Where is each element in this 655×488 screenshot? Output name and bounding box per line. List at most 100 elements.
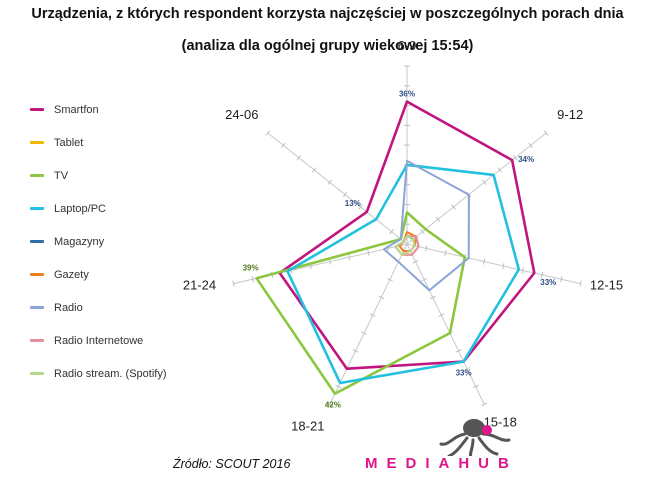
axis-tick [412, 260, 419, 264]
axis-tick [386, 277, 393, 282]
octopus-icon [439, 419, 511, 456]
data-label: 42% [325, 401, 341, 410]
axis-spoke [267, 132, 408, 245]
category-label: 9-12 [557, 107, 583, 122]
legend-item: Smartfon [30, 93, 230, 126]
axis-tick [327, 179, 332, 186]
legend-swatch [30, 339, 44, 342]
axis-tick [296, 155, 302, 161]
legend-item: Radio [30, 291, 230, 324]
category-label: 6-9 [398, 38, 417, 53]
category-label: 24-06 [225, 107, 258, 122]
legend-swatch [30, 240, 44, 243]
legend-swatch [30, 306, 44, 309]
axis-tick [251, 276, 254, 283]
axis-tick [472, 384, 479, 389]
axis-tick [464, 366, 470, 371]
legend-swatch [30, 108, 44, 111]
legend-swatch [30, 174, 44, 177]
axis-tick [367, 249, 370, 256]
axis-tick [421, 277, 428, 282]
axis-tick [579, 280, 582, 287]
legend-swatch [30, 372, 44, 375]
axis-tick [378, 295, 385, 300]
legend-item: Radio Internetowe [30, 324, 230, 357]
axis-tick [281, 142, 286, 149]
axis-tick [389, 229, 394, 235]
axis-tick [311, 167, 317, 173]
legend-item: Tablet [30, 126, 230, 159]
axis-tick [342, 192, 348, 198]
axis-tick [502, 262, 505, 270]
axis-tick [347, 254, 351, 261]
axis-tick [429, 295, 436, 300]
axis-tick [369, 313, 376, 318]
axis-tick [358, 204, 363, 210]
axis-tick [512, 155, 518, 161]
axis-tick [444, 249, 447, 256]
category-label: 15-18 [484, 414, 517, 429]
legend-swatch [30, 207, 44, 210]
legend-item: Gazety [30, 258, 230, 291]
data-label: 36% [399, 90, 415, 99]
data-label: 34% [518, 155, 534, 164]
axis-tick [335, 384, 342, 389]
axis-spoke [406, 243, 485, 405]
series-line [394, 235, 416, 256]
axis-tick [481, 402, 488, 407]
legend-label: Radio [54, 301, 83, 314]
data-label: 33% [456, 369, 472, 378]
series-line [382, 159, 470, 292]
legend-label: Radio Internetowe [54, 334, 144, 347]
chart-title: Urządzenia, z których respondent korzyst… [31, 6, 624, 22]
legend-label: Laptop/PC [54, 202, 106, 215]
legend-swatch [30, 141, 44, 144]
logo-text: MEDIAHUB [365, 455, 518, 472]
series-line [278, 100, 536, 371]
category-label: 21-24 [183, 278, 216, 293]
axis-tick [438, 313, 445, 318]
axis-spoke [329, 243, 408, 405]
category-label: 18-21 [291, 418, 324, 433]
axis-tick [352, 349, 359, 353]
axis-tick [425, 245, 428, 252]
category-label: 12-15 [590, 278, 623, 293]
legend-label: Magazyny [54, 235, 105, 248]
axis-tick [455, 349, 462, 353]
legend-label: Gazety [54, 268, 89, 281]
series-line [255, 211, 467, 396]
data-label: 33% [540, 278, 556, 287]
legend-item: Laptop/PC [30, 192, 230, 225]
source-note: Źródło: SCOUT 2016 [173, 457, 291, 471]
axis-tick [560, 276, 563, 283]
axis-tick [540, 271, 544, 278]
data-label: 39% [243, 263, 259, 272]
legend-swatch [30, 273, 44, 276]
series-line [286, 163, 521, 385]
axis-tick [528, 142, 533, 149]
axis-tick [521, 267, 524, 274]
axis-tick [482, 179, 487, 186]
legend-item: TV [30, 159, 230, 192]
axis-spoke [406, 132, 547, 245]
legend-item: Radio stream. (Spotify) [30, 357, 230, 390]
axis-tick [543, 130, 549, 136]
legend-label: Tablet [54, 136, 84, 149]
axis-tick [361, 331, 368, 335]
axis-tick [326, 402, 333, 407]
legend-label: Smartfon [54, 103, 99, 116]
legend: Smartfon Tablet TV Laptop/PC Magazyny Gazety R… [30, 93, 230, 390]
axis-tick [265, 130, 271, 136]
axis-tick [435, 216, 441, 222]
axis-tick [482, 258, 486, 265]
legend-label: Radio stream. (Spotify) [54, 367, 167, 380]
legend-item: Magazyny [30, 225, 230, 258]
legend-label: TV [54, 169, 69, 182]
axis-spoke [406, 243, 581, 285]
axis-tick [497, 167, 503, 173]
axis-tick [451, 204, 456, 210]
axis-tick [420, 229, 425, 235]
chart-subtitle: (analiza dla ogólnej grupy wiekowej 15:5… [181, 38, 474, 54]
data-label: 13% [345, 199, 361, 208]
